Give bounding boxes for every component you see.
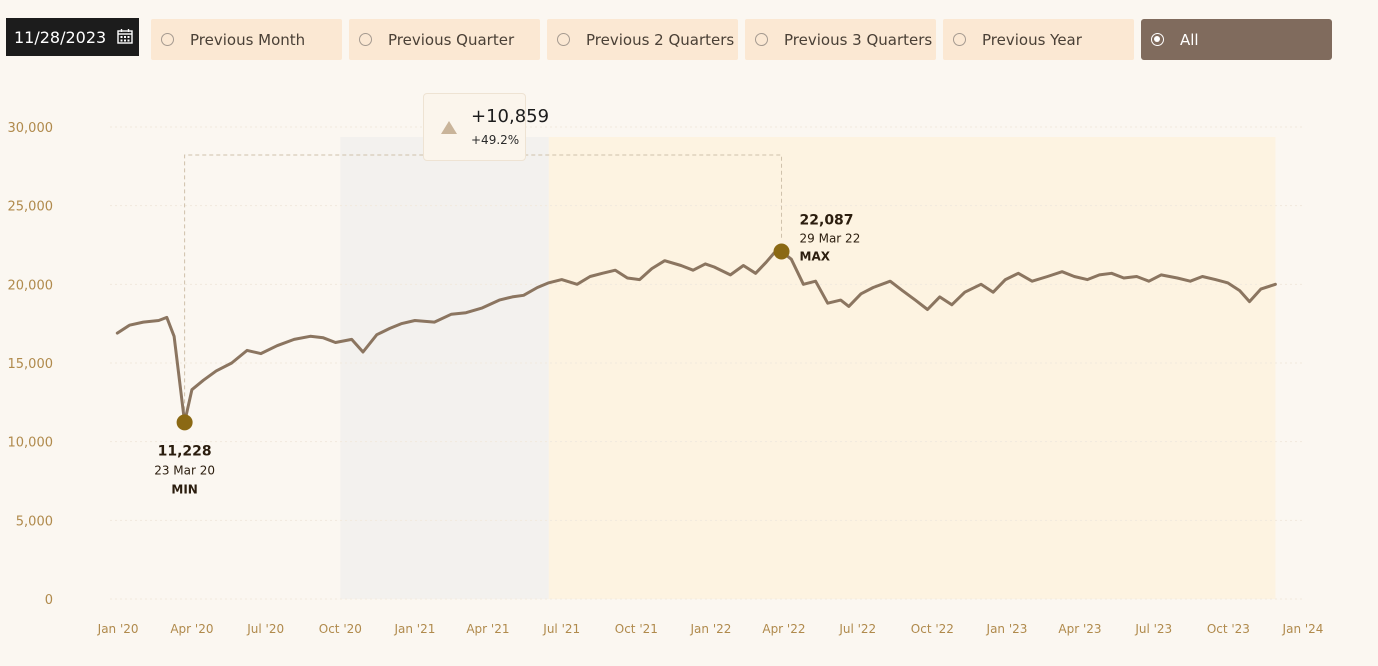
x-tick-label: Apr '21 — [466, 622, 509, 636]
x-tick-label: Jan '22 — [690, 622, 732, 636]
max-tag-label: MAX — [800, 249, 831, 263]
x-tick-label: Oct '22 — [911, 622, 954, 636]
radio-selected-icon[interactable] — [1151, 33, 1164, 46]
x-tick-label: Jul '23 — [1134, 622, 1172, 636]
x-tick-label: Oct '20 — [319, 622, 362, 636]
shaded-band — [548, 137, 1276, 599]
filter-label: Previous Month — [190, 30, 306, 49]
calendar-icon[interactable] — [117, 28, 133, 44]
shaded-band — [340, 137, 549, 599]
x-tick-label: Jan '23 — [986, 622, 1028, 636]
min-value-label: 11,228 — [158, 443, 212, 459]
y-tick-label: 15,000 — [8, 357, 54, 372]
radio-icon[interactable] — [953, 33, 966, 46]
filter-label: All — [1180, 30, 1199, 49]
x-axis-ticks: Jan '20 Apr '20 Jul '20 Oct '20 Jan '21 Apr '… — [97, 622, 1324, 636]
x-tick-label: Oct '21 — [615, 622, 658, 636]
max-value-label: 22,087 — [800, 212, 854, 228]
x-tick-label: Oct '23 — [1207, 622, 1250, 636]
y-tick-label: 25,000 — [8, 200, 54, 215]
radio-icon[interactable] — [161, 33, 174, 46]
min-date-label: 23 Mar 20 — [154, 463, 215, 477]
change-value: +10,859 — [471, 106, 550, 127]
up-triangle-icon — [441, 121, 457, 134]
filter-all[interactable]: All — [1141, 19, 1332, 60]
y-tick-label: 5,000 — [16, 514, 53, 529]
change-percent: +49.2% — [471, 133, 520, 147]
x-tick-label: Jul '20 — [246, 622, 284, 636]
series-line — [115, 250, 1277, 424]
radio-icon[interactable] — [359, 33, 372, 46]
radio-icon[interactable] — [557, 33, 570, 46]
max-date-label: 29 Mar 22 — [800, 231, 861, 245]
y-tick-label: 10,000 — [8, 436, 54, 451]
radio-icon[interactable] — [755, 33, 768, 46]
filter-label: Previous 2 Quarters — [586, 30, 735, 49]
date-picker-value: 11/28/2023 — [14, 27, 107, 47]
x-tick-label: Jan '21 — [393, 622, 435, 636]
x-tick-label: Jul '22 — [838, 622, 876, 636]
x-tick-label: Jan '20 — [97, 622, 139, 636]
filter-label: Previous Year — [982, 30, 1082, 49]
x-tick-label: Apr '20 — [170, 622, 213, 636]
x-tick-label: Jul '21 — [542, 622, 580, 636]
filter-previous-month[interactable]: Previous Month — [151, 19, 342, 60]
filter-previous-3-quarters[interactable]: Previous 3 Quarters — [745, 19, 936, 60]
x-tick-label: Apr '22 — [762, 622, 805, 636]
min-tag-label: MIN — [171, 482, 197, 496]
min-marker — [176, 414, 193, 431]
change-callout: +10,859 +49.2% — [423, 93, 549, 161]
gridlines — [110, 126, 1303, 600]
filter-previous-year[interactable]: Previous Year — [943, 19, 1134, 60]
x-tick-label: Apr '23 — [1058, 622, 1101, 636]
max-marker — [773, 243, 790, 260]
filter-label: Previous Quarter — [388, 30, 515, 49]
filter-previous-quarter[interactable]: Previous Quarter — [349, 19, 540, 60]
date-picker[interactable]: 11/28/2023 — [6, 18, 139, 56]
shaded-ranges — [340, 137, 1276, 599]
x-tick-label: Jan '24 — [1282, 622, 1324, 636]
filter-label: Previous 3 Quarters — [784, 30, 933, 49]
y-tick-label: 30,000 — [8, 121, 54, 136]
y-tick-label: 0 — [45, 593, 53, 608]
y-tick-label: 20,000 — [8, 278, 54, 293]
y-axis-ticks: 0 5,000 10,000 15,000 20,000 25,000 30,000 — [8, 121, 54, 608]
filter-previous-2-quarters[interactable]: Previous 2 Quarters — [547, 19, 738, 60]
